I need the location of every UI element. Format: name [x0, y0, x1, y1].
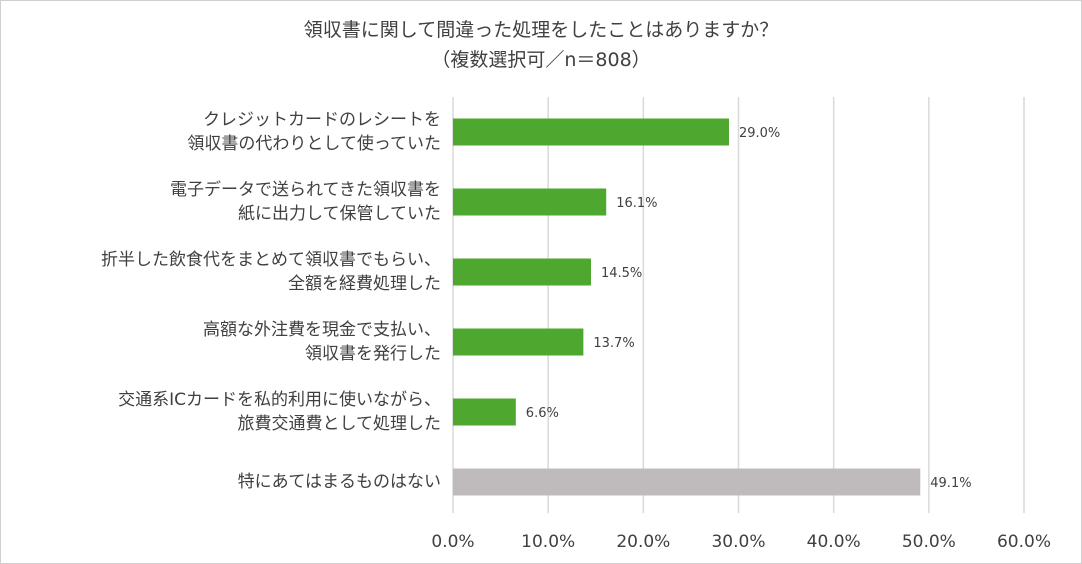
- x-tick-label: 30.0%: [711, 532, 765, 552]
- category-label: 特にあてはまるものはない: [21, 470, 441, 494]
- data-label: 14.5%: [601, 266, 642, 281]
- category-label-line: 折半した飲食代をまとめて領収書でもらい、: [101, 250, 441, 270]
- category-label-line: 交通系ICカードを私的利用に使いながら、: [118, 390, 441, 410]
- category-label: 高額な外注費を現金で支払い、領収書を発行した: [21, 318, 441, 366]
- x-tick-label: 50.0%: [902, 532, 956, 552]
- data-label: 29.0%: [739, 126, 780, 141]
- category-label: クレジットカードのレシートを領収書の代わりとして使っていた: [21, 108, 441, 156]
- chart-title: 領収書に関して間違った処理をしたことはありますか？: [303, 19, 779, 41]
- data-label: 13.7%: [593, 336, 634, 351]
- category-label-line: 特にあてはまるものはない: [237, 472, 441, 492]
- category-label: 電子データで送られてきた領収書を紙に出力して保管していた: [21, 178, 441, 226]
- x-tick-label: 20.0%: [616, 532, 670, 552]
- x-tick-label: 40.0%: [807, 532, 861, 552]
- x-tick-label: 60.0%: [997, 532, 1051, 552]
- category-label-line: クレジットカードのレシートを: [203, 110, 441, 130]
- category-label-line: 紙に出力して保管していた: [238, 204, 441, 224]
- category-label-line: 高額な外注費を現金で支払い、: [203, 320, 441, 340]
- bar: [453, 328, 584, 356]
- category-label-line: 領収書の代わりとして使っていた: [187, 134, 441, 154]
- x-tick-label: 0.0%: [431, 532, 474, 552]
- data-label: 6.6%: [526, 406, 559, 421]
- category-label-line: 電子データで送られてきた領収書を: [170, 180, 441, 200]
- chart-subtitle: （複数選択可／n＝808）: [431, 49, 651, 71]
- bar: [453, 118, 729, 146]
- category-label-line: 領収書を発行した: [305, 344, 441, 364]
- category-label-line: 全額を経費処理した: [288, 274, 441, 294]
- x-tick-label: 10.0%: [521, 532, 575, 552]
- data-label: 16.1%: [616, 196, 657, 211]
- category-label: 交通系ICカードを私的利用に使いながら、旅費交通費として処理した: [21, 388, 441, 436]
- category-label-line: 旅費交通費として処理した: [237, 414, 442, 434]
- data-label: 49.1%: [930, 476, 971, 491]
- bar: [453, 258, 591, 286]
- bar: [453, 468, 921, 496]
- bar: [453, 188, 607, 216]
- bar: [453, 398, 516, 426]
- category-label: 折半した飲食代をまとめて領収書でもらい、全額を経費処理した: [21, 248, 441, 296]
